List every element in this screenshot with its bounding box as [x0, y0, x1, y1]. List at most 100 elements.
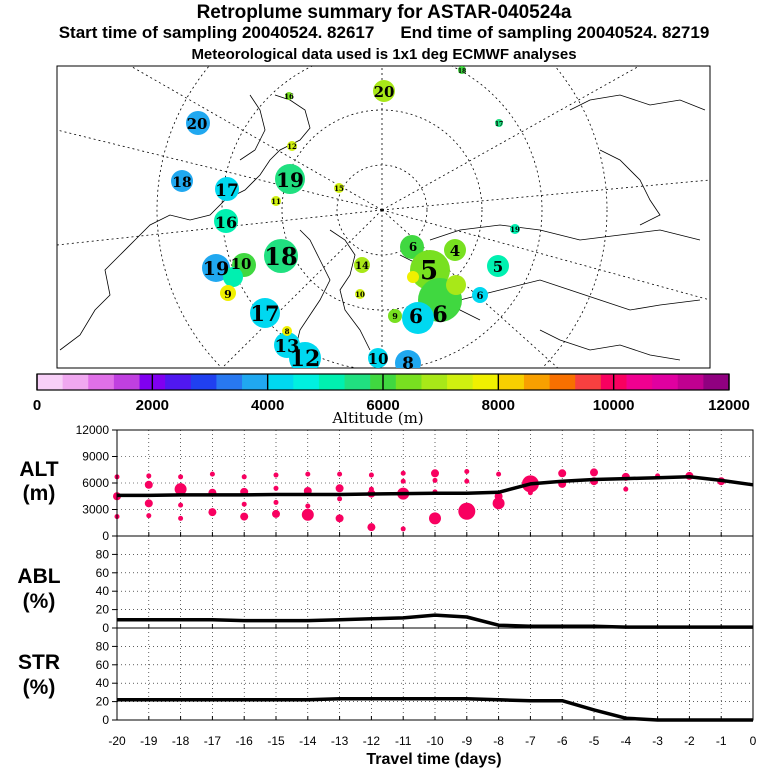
str-panel-unit: (%) [23, 676, 56, 699]
scatter-point [305, 471, 311, 477]
scatter-point [458, 502, 476, 520]
map-marker-number: 10 [355, 290, 365, 299]
map-marker-number: 18 [264, 242, 297, 271]
x-tick-label: -17 [204, 734, 222, 748]
y-tick-label: 0 [102, 529, 109, 543]
x-tick-label: -14 [299, 734, 317, 748]
colorbar-swatch [318, 374, 346, 390]
map-marker-number: 6 [409, 304, 423, 328]
scatter-point [273, 472, 279, 478]
x-tick-label: 0 [750, 734, 757, 748]
colorbar-swatch [447, 374, 474, 390]
map-marker [388, 309, 402, 323]
x-tick-label: -19 [140, 734, 158, 748]
map-marker-number: 19 [203, 258, 229, 280]
str-panel: 0 20 40 60 80 [96, 627, 754, 727]
colorbar-swatch [652, 374, 679, 390]
scatter-point [429, 512, 441, 525]
series-line [117, 697, 753, 722]
map-marker [223, 267, 243, 287]
scatter-point [400, 526, 406, 532]
map-marker-number: 19 [276, 168, 304, 192]
map-marker-number: 17 [215, 181, 239, 201]
scatter-point [272, 509, 280, 518]
colorbar-label: Altitude (m) [331, 409, 423, 427]
y-tick-label: 20 [96, 603, 110, 617]
scatter-point [400, 470, 406, 476]
scatter-point [337, 496, 343, 502]
end-time: End time of sampling 20040524. 82719 [400, 23, 710, 42]
scatter-point [368, 472, 374, 478]
map-marker [186, 111, 210, 135]
map-marker [446, 275, 466, 295]
scatter-point [431, 469, 439, 478]
map-marker [495, 119, 503, 127]
colorbar-tick-label: 8000 [482, 397, 515, 414]
map-marker [275, 164, 305, 194]
map-marker-number: 11 [271, 197, 281, 206]
series-line [117, 475, 754, 498]
map-marker-number: 5 [493, 258, 503, 276]
colorbar-tick-label: 6000 [366, 397, 399, 414]
scatter-point [208, 508, 217, 517]
scatter-point [144, 499, 153, 508]
y-tick-label: 60 [96, 658, 110, 672]
map-marker-number: 16 [284, 92, 294, 101]
scatter-point [144, 480, 153, 489]
map-marker [287, 141, 297, 151]
colorbar-swatch [677, 374, 704, 390]
colorbar-swatch [242, 374, 269, 390]
map-marker-number: 4 [450, 242, 460, 260]
colorbar-swatch [190, 374, 217, 390]
scatter-point [335, 514, 344, 523]
map-marker [282, 326, 292, 336]
x-tick-label: -15 [267, 734, 285, 748]
colorbar-swatch [165, 374, 192, 390]
scatter-point [305, 503, 311, 509]
scatter-point [178, 474, 184, 480]
colorbar-swatch [549, 374, 576, 390]
map-marker [487, 255, 509, 277]
map-marker-number: 5 [420, 256, 438, 286]
abl-panel: 0 20 40 60 80 [96, 535, 754, 635]
map-marker-number: 16 [215, 213, 237, 232]
scatter-point [337, 471, 343, 477]
map-marker-number: 10 [368, 350, 389, 368]
colorbar-swatch [62, 374, 89, 390]
alt-panel-label: ALT [19, 458, 58, 481]
map-marker [171, 170, 193, 192]
colorbar-tick-label: 10000 [593, 397, 635, 414]
colorbar-swatch [344, 374, 371, 390]
map-marker-number: 17 [250, 301, 279, 326]
y-tick-label: 40 [96, 584, 110, 598]
map-marker-number: 18 [172, 175, 191, 191]
colorbar-swatch [472, 374, 499, 390]
map-markers [171, 66, 520, 368]
abl-panel-unit: (%) [23, 590, 56, 613]
colorbar-swatch [523, 374, 551, 390]
scatter-point [273, 499, 279, 505]
colorbar-swatch [293, 374, 320, 390]
sampling-times: Start time of sampling 20040524. 82617 En… [0, 23, 768, 43]
x-tick-label: -6 [557, 734, 568, 748]
map-marker-number: 15 [334, 184, 344, 193]
y-tick-label: 40 [96, 676, 110, 690]
x-tick-label: -3 [652, 734, 663, 748]
map-marker [373, 80, 395, 102]
colorbar-tick-label: 2000 [136, 397, 169, 414]
map-marker-number: 14 [355, 261, 369, 272]
y-tick-label: 80 [96, 639, 110, 653]
alt-panel-unit: (m) [23, 482, 56, 505]
x-tick-label: -13 [331, 734, 349, 748]
colorbar-swatch [498, 374, 525, 390]
chart-title: Retroplume summary for ASTAR-040524a [196, 2, 572, 23]
scatter-point [367, 523, 376, 532]
x-tick-label: -8 [493, 734, 504, 748]
map-marker-number: 12 [287, 142, 297, 151]
map-marker [400, 235, 424, 259]
scatter-point [146, 513, 152, 519]
x-tick-label: -2 [684, 734, 695, 748]
x-tick-label: -4 [620, 734, 631, 748]
map-marker-number: 8 [285, 327, 290, 336]
map-marker [285, 92, 293, 100]
